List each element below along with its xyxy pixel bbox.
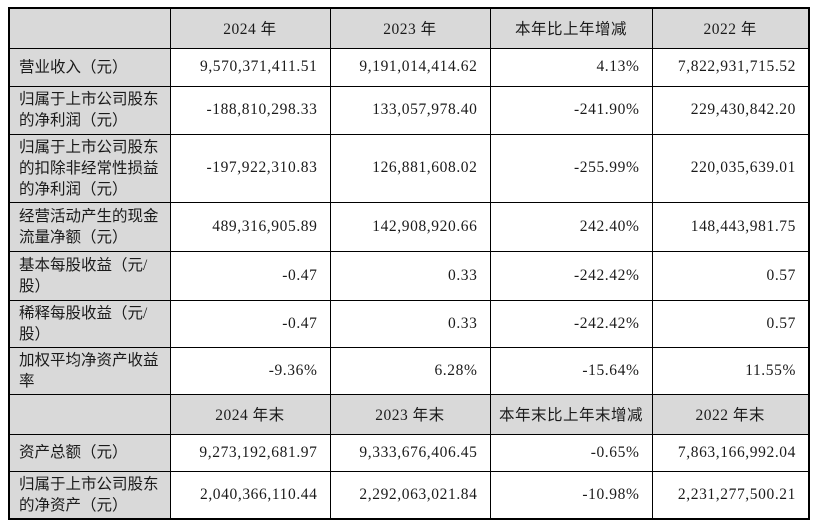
header-2022: 2022 年 <box>651 7 810 49</box>
header-2024-eoy: 2024 年末 <box>169 393 331 435</box>
row-label-cell: 归属于上市公司股东的扣除非经常性损益的净利润（元） <box>8 133 171 203</box>
table-row-net-profit: 归属于上市公司股东的净利润（元） -188,810,298.33 133,057… <box>8 85 810 135</box>
value-2024-cell: 9,570,371,411.51 <box>169 47 331 87</box>
value-2022-cell: 0.57 <box>651 299 810 348</box>
row-label-cell: 经营活动产生的现金流量净额（元） <box>8 201 171 252</box>
row-label-cell: 资产总额（元） <box>8 433 171 472</box>
value-2022-cell: 7,863,166,992.04 <box>651 433 810 472</box>
header-blank-cell <box>8 7 171 49</box>
value-2024-cell: 2,040,366,110.44 <box>169 470 331 519</box>
header-2022-eoy: 2022 年末 <box>651 393 810 435</box>
header-2024: 2024 年 <box>169 7 331 49</box>
header-blank-cell <box>8 393 171 435</box>
table-row-basic-eps: 基本每股收益（元/股） -0.47 0.33 -242.42% 0.57 <box>8 250 810 301</box>
change-cell: -242.42% <box>489 299 653 348</box>
value-2024-cell: 489,316,905.89 <box>169 201 331 252</box>
table-row-diluted-eps: 稀释每股收益（元/股） -0.47 0.33 -242.42% 0.57 <box>8 299 810 348</box>
value-2023-cell: 9,191,014,414.62 <box>329 47 491 87</box>
value-2024-cell: 9,273,192,681.97 <box>169 433 331 472</box>
value-2023-cell: 0.33 <box>329 299 491 348</box>
value-2022-cell: 229,430,842.20 <box>651 85 810 135</box>
value-2023-cell: 142,908,920.66 <box>329 201 491 252</box>
value-2024-cell: -0.47 <box>169 299 331 348</box>
table-row-revenue: 营业收入（元） 9,570,371,411.51 9,191,014,414.6… <box>8 47 810 87</box>
value-2022-cell: 220,035,639.01 <box>651 133 810 203</box>
value-2024-cell: -197,922,310.83 <box>169 133 331 203</box>
row-label-cell: 营业收入（元） <box>8 47 171 87</box>
value-2023-cell: 9,333,676,406.45 <box>329 433 491 472</box>
change-cell: 242.40% <box>489 201 653 252</box>
value-2023-cell: 0.33 <box>329 250 491 301</box>
table-row-weighted-avg-roe: 加权平均净资产收益率 -9.36% 6.28% -15.64% 11.55% <box>8 346 810 395</box>
value-2022-cell: 148,443,981.75 <box>651 201 810 252</box>
row-label-cell: 归属于上市公司股东的净资产（元） <box>8 470 171 519</box>
table-row-operating-cash-flow: 经营活动产生的现金流量净额（元） 489,316,905.89 142,908,… <box>8 201 810 252</box>
eoy-header-row: 2024 年末 2023 年末 本年末比上年末增减 2022 年末 <box>8 393 810 435</box>
value-2023-cell: 2,292,063,021.84 <box>329 470 491 519</box>
row-label-cell: 加权平均净资产收益率 <box>8 346 171 395</box>
change-cell: 4.13% <box>489 47 653 87</box>
header-yoy-change: 本年比上年增减 <box>489 7 653 49</box>
value-2023-cell: 126,881,608.02 <box>329 133 491 203</box>
change-cell: -15.64% <box>489 346 653 395</box>
row-label-cell: 稀释每股收益（元/股） <box>8 299 171 348</box>
value-2023-cell: 6.28% <box>329 346 491 395</box>
value-2023-cell: 133,057,978.40 <box>329 85 491 135</box>
value-2024-cell: -9.36% <box>169 346 331 395</box>
header-eoy-change: 本年末比上年末增减 <box>489 393 653 435</box>
change-cell: -10.98% <box>489 470 653 519</box>
header-2023-eoy: 2023 年末 <box>329 393 491 435</box>
value-2022-cell: 11.55% <box>651 346 810 395</box>
change-cell: -241.90% <box>489 85 653 135</box>
value-2022-cell: 7,822,931,715.52 <box>651 47 810 87</box>
table-row-net-profit-excl-nonrecurring: 归属于上市公司股东的扣除非经常性损益的净利润（元） -197,922,310.8… <box>8 133 810 203</box>
value-2022-cell: 2,231,277,500.21 <box>651 470 810 519</box>
table-row-net-assets: 归属于上市公司股东的净资产（元） 2,040,366,110.44 2,292,… <box>8 470 810 519</box>
change-cell: -255.99% <box>489 133 653 203</box>
value-2024-cell: -188,810,298.33 <box>169 85 331 135</box>
period-header-row: 2024 年 2023 年 本年比上年增减 2022 年 <box>8 7 810 49</box>
value-2022-cell: 0.57 <box>651 250 810 301</box>
header-2023: 2023 年 <box>329 7 491 49</box>
change-cell: -0.65% <box>489 433 653 472</box>
financial-summary-table: 2024 年 2023 年 本年比上年增减 2022 年 营业收入（元） 9,5… <box>8 7 810 520</box>
row-label-cell: 基本每股收益（元/股） <box>8 250 171 301</box>
change-cell: -242.42% <box>489 250 653 301</box>
value-2024-cell: -0.47 <box>169 250 331 301</box>
row-label-cell: 归属于上市公司股东的净利润（元） <box>8 85 171 135</box>
table-row-total-assets: 资产总额（元） 9,273,192,681.97 9,333,676,406.4… <box>8 433 810 472</box>
